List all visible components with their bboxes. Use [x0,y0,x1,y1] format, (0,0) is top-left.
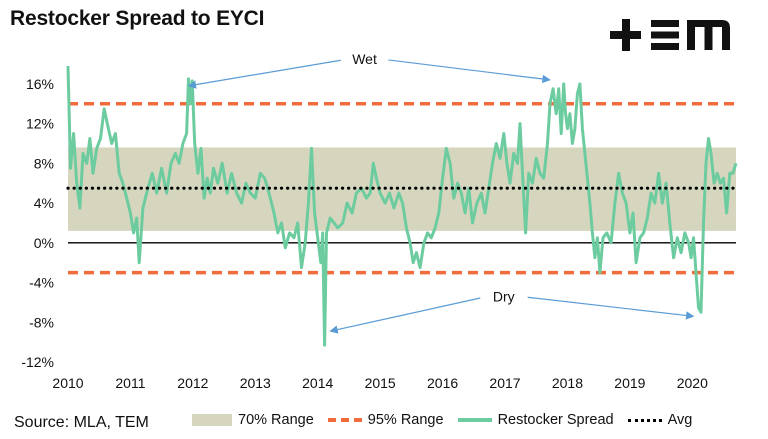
legend-item-avg: Avg [627,412,693,428]
y-tick-label: 0% [34,235,54,251]
x-tick-label: 2017 [489,375,520,391]
y-tick-label: -12% [21,354,54,370]
legend-item-restocker-spread: Restocker Spread [457,412,614,428]
x-tick-label: 2010 [52,375,83,391]
legend-label-restocker-spread: Restocker Spread [497,412,614,428]
legend-label-avg: Avg [667,412,693,428]
annotation-dry-arrow [527,296,695,320]
source-note: Source: MLA, TEM [14,414,149,431]
chart-legend: 70% Range 95% Range Restocker Spread Avg [192,412,692,428]
logo-m [687,20,730,50]
x-tick-label: 2016 [427,375,458,391]
y-tick-label: 4% [34,195,54,211]
legend-label-95-range: 95% Range [367,412,444,428]
x-tick-label: 2013 [240,375,271,391]
legend-item-70-range: 70% Range [192,412,314,428]
y-tick-label: -8% [29,314,54,330]
legend-swatch-70-range [192,414,232,426]
tem-logo [610,19,730,51]
logo-e-top [651,20,679,27]
y-tick-label: -4% [29,275,54,291]
logo-e-mid [651,31,679,39]
annotation-wet-arrow [388,59,551,84]
x-tick-label: 2012 [177,375,208,391]
legend-label-70-range: 70% Range [238,412,314,428]
x-tick-label: 2018 [552,375,583,391]
y-tick-label: 16% [26,76,54,92]
annotation-dry-arrow [329,297,481,334]
x-tick-label: 2015 [365,375,396,391]
legend-swatch-restocker-spread [457,418,492,422]
annotation-dry-label: Dry [493,288,515,304]
x-tick-label: 2020 [677,375,708,391]
y-tick-label: 12% [26,116,54,132]
x-tick-label: 2019 [614,375,645,391]
logo-plus-v [622,19,630,51]
annotation-wet-label: Wet [352,51,377,67]
legend-swatch-avg [627,418,662,422]
series-restocker-spread [66,65,738,347]
chart-title: Restocker Spread to EYCI [10,7,265,30]
logo-e-bottom [651,43,679,50]
x-tick-label: 2014 [302,375,333,391]
legend-item-95-range: 95% Range [327,412,444,428]
y-tick-label: 8% [34,155,54,171]
x-tick-label: 2011 [115,375,145,391]
legend-swatch-95-range [327,418,362,422]
annotation-wet-arrow [187,59,341,89]
